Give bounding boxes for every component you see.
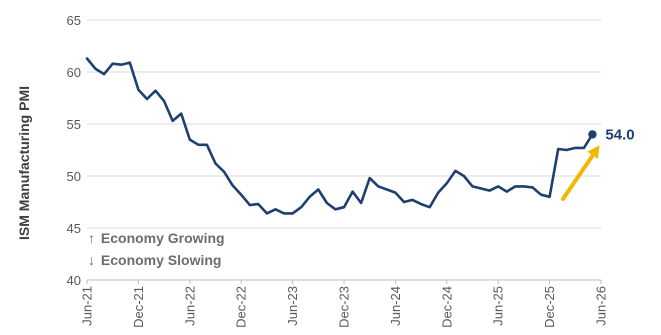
y-tick-label: 45	[67, 221, 81, 236]
annotations: ↑ Economy Growing ↓ Economy Slowing	[88, 230, 225, 268]
y-tick-label: 60	[67, 65, 81, 80]
x-tick-label: Dec-21	[131, 286, 146, 328]
y-axis-title: ISM Manufacturing PMI	[16, 86, 32, 240]
x-tick-label: Jun-24	[388, 286, 403, 326]
x-tick-label: Jun-21	[80, 286, 95, 326]
down-arrow-icon: ↓	[88, 252, 95, 268]
y-tick-labels: 40 45 50 55 60 65	[67, 13, 81, 288]
economy-growing-text: Economy Growing	[101, 230, 225, 246]
x-tick-label: Dec-24	[439, 286, 454, 328]
series-layer: 54.0	[85, 57, 635, 215]
last-value-label: 54.0	[605, 126, 634, 143]
x-tick-label: Jun-23	[285, 286, 300, 326]
trend-arrow-head-icon	[587, 145, 600, 159]
y-tick-label: 55	[67, 117, 81, 132]
trend-arrow-shaft	[561, 153, 595, 201]
pmi-series-line	[85, 57, 594, 215]
y-tick-label: 40	[67, 273, 81, 288]
y-tick-label: 50	[67, 169, 81, 184]
up-arrow-icon: ↑	[88, 230, 95, 246]
x-tick-label: Dec-23	[337, 286, 352, 328]
gridlines	[87, 19, 601, 229]
x-tick-label: Jun-25	[491, 286, 506, 326]
x-tick-labels: Jun-21 Dec-21 Jun-22 Dec-22 Jun-23 Dec-23 Jun-…	[80, 286, 609, 328]
x-tick-label: Dec-22	[234, 286, 249, 328]
last-point-marker	[588, 130, 597, 139]
y-tick-label: 65	[67, 13, 81, 28]
economy-slowing-annotation: ↓ Economy Slowing	[88, 252, 221, 268]
economy-slowing-text: Economy Slowing	[101, 252, 222, 268]
x-tick-label: Jun-26	[594, 286, 609, 326]
x-tick-label: Jun-22	[182, 286, 197, 326]
economy-growing-annotation: ↑ Economy Growing	[88, 230, 225, 246]
axes	[86, 279, 602, 284]
x-tick-label: Dec-25	[542, 286, 557, 328]
